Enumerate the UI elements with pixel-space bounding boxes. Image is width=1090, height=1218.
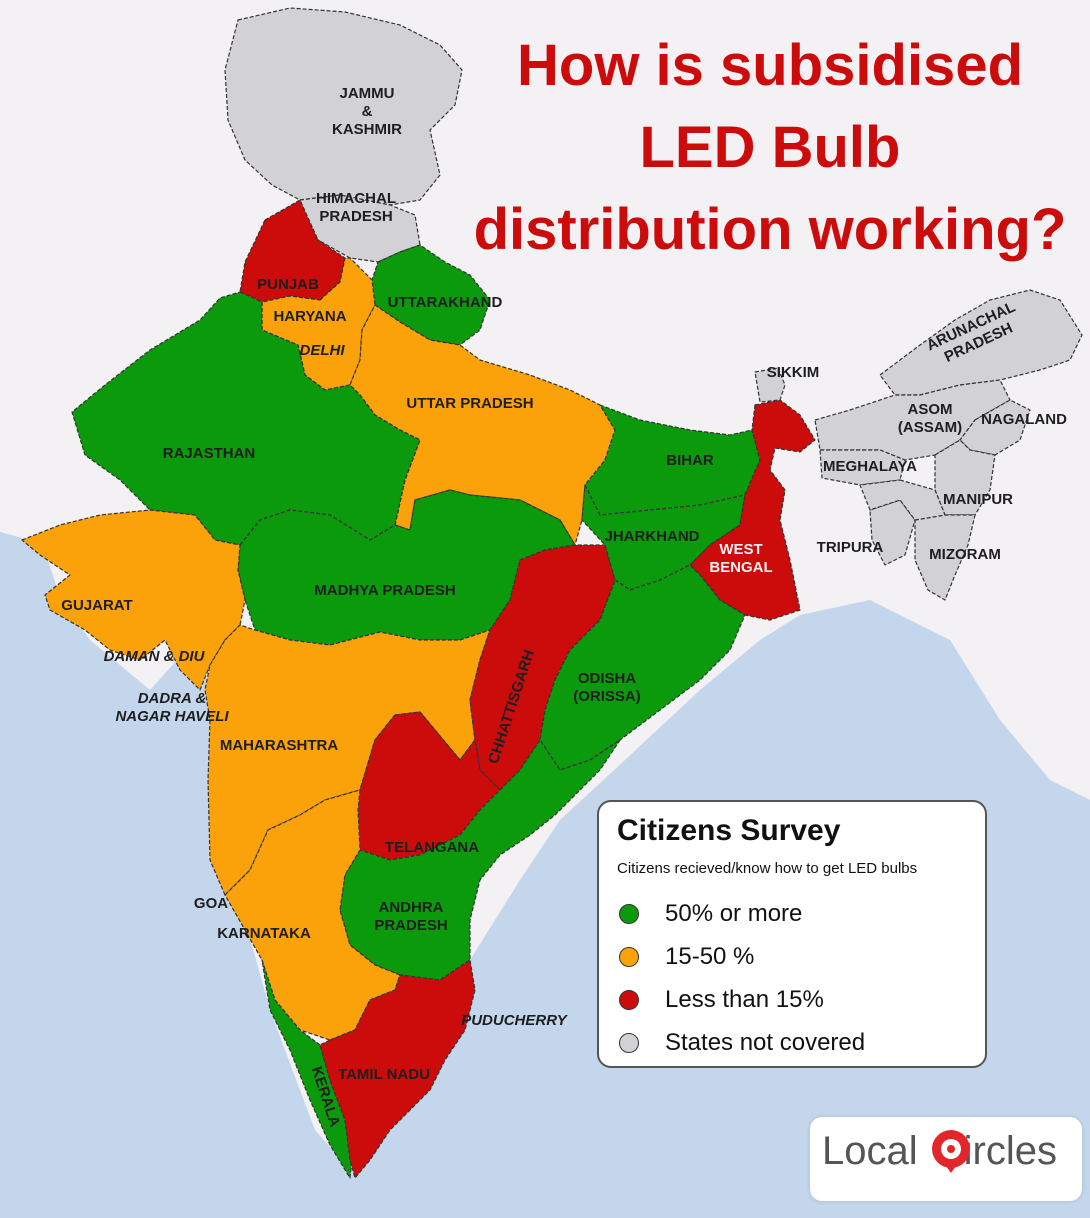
label-meghalaya: MEGHALAYA bbox=[823, 458, 917, 475]
legend-label: States not covered bbox=[665, 1029, 866, 1056]
label-mizoram: MIZORAM bbox=[929, 546, 1001, 563]
label-assam: ASOM (ASSAM) bbox=[897, 401, 963, 436]
label-telangana: TELANGANA bbox=[384, 839, 480, 856]
legend-item-green: 50% or more bbox=[619, 898, 802, 930]
title-line-2: LED Bulb bbox=[639, 115, 901, 180]
label-puducherry: PUDUCHERRY bbox=[461, 1012, 567, 1029]
label-himachal: HIMACHAL PRADESH bbox=[316, 190, 396, 225]
legend-item-grey: States not covered bbox=[619, 1027, 865, 1059]
legend-label: Less than 15% bbox=[665, 986, 824, 1013]
state-maharashtra bbox=[204, 624, 491, 896]
label-dadra-nagar-haveli: DADRA & NAGAR HAVELI bbox=[115, 690, 229, 725]
label-uttar-pradesh: UTTAR PRADESH bbox=[406, 395, 534, 412]
state-andhra bbox=[339, 739, 621, 981]
state-tamil-nadu bbox=[319, 959, 476, 1179]
title-line-3: distribution working? bbox=[473, 197, 1067, 262]
legend-subtitle: Citizens recieved/know how to get LED bu… bbox=[617, 860, 918, 877]
label-sikkim: SIKKIM bbox=[766, 364, 820, 381]
legend: Citizens Survey Citizens recieved/know h… bbox=[597, 800, 987, 1068]
legend-swatch-grey bbox=[619, 1033, 639, 1053]
label-tamil-nadu: TAMIL NADU bbox=[338, 1066, 430, 1083]
map-title: How is subsidised LED Bulb distribution … bbox=[455, 25, 1085, 271]
label-jammu-kashmir: JAMMU & KASHMIR bbox=[332, 85, 402, 138]
state-nagaland bbox=[959, 399, 1031, 456]
label-jharkhand: JHARKHAND bbox=[604, 528, 700, 545]
legend-swatch-green bbox=[619, 904, 639, 924]
legend-label: 50% or more bbox=[665, 900, 803, 927]
legend-item-red: Less than 15% bbox=[619, 984, 824, 1016]
location-pin-icon bbox=[932, 1130, 970, 1173]
label-nagaland: NAGALAND bbox=[981, 411, 1067, 428]
state-meghalaya bbox=[819, 449, 906, 486]
state-jammu-kashmir bbox=[224, 7, 463, 206]
label-maharashtra: MAHARASHTRA bbox=[219, 737, 339, 754]
state-ne-connector bbox=[859, 479, 946, 521]
legend-item-orange: 15-50 % bbox=[619, 941, 754, 973]
legend-swatch-orange bbox=[619, 947, 639, 967]
label-uttarakhand: UTTARAKHAND bbox=[387, 294, 503, 311]
label-haryana: HARYANA bbox=[273, 308, 347, 325]
state-west-bengal bbox=[689, 399, 816, 621]
legend-swatch-red bbox=[619, 990, 639, 1010]
legend-title: Citizens Survey bbox=[617, 814, 841, 847]
label-daman-diu: DAMAN & DIU bbox=[103, 648, 205, 665]
localcircles-logo: Local ircles bbox=[810, 1117, 1082, 1201]
label-delhi: DELHI bbox=[299, 342, 345, 359]
label-rajasthan: RAJASTHAN bbox=[162, 445, 256, 462]
label-manipur: MANIPUR bbox=[943, 491, 1013, 508]
label-karnataka: KARNATAKA bbox=[217, 925, 311, 942]
state-mizoram bbox=[914, 514, 976, 601]
label-gujarat: GUJARAT bbox=[61, 597, 133, 614]
label-madhya-pradesh: MADHYA PRADESH bbox=[314, 582, 456, 599]
label-west-bengal: WEST BENGAL bbox=[709, 541, 773, 576]
label-odisha: ODISHA (ORISSA) bbox=[573, 670, 641, 705]
label-andhra: ANDHRA PRADESH bbox=[374, 899, 448, 934]
label-punjab: PUNJAB bbox=[257, 276, 319, 293]
label-bihar: BIHAR bbox=[666, 452, 714, 469]
label-goa: GOA bbox=[193, 895, 229, 912]
title-line-1: How is subsidised bbox=[517, 33, 1023, 98]
legend-label: 15-50 % bbox=[665, 943, 755, 970]
state-sikkim bbox=[754, 367, 786, 403]
logo-text-left: Local bbox=[822, 1129, 918, 1173]
logo-text-right: ircles bbox=[963, 1129, 1057, 1173]
logo-text: Local ircles bbox=[822, 1129, 1057, 1174]
label-tripura: TRIPURA bbox=[816, 539, 884, 556]
state-odisha bbox=[539, 564, 746, 771]
